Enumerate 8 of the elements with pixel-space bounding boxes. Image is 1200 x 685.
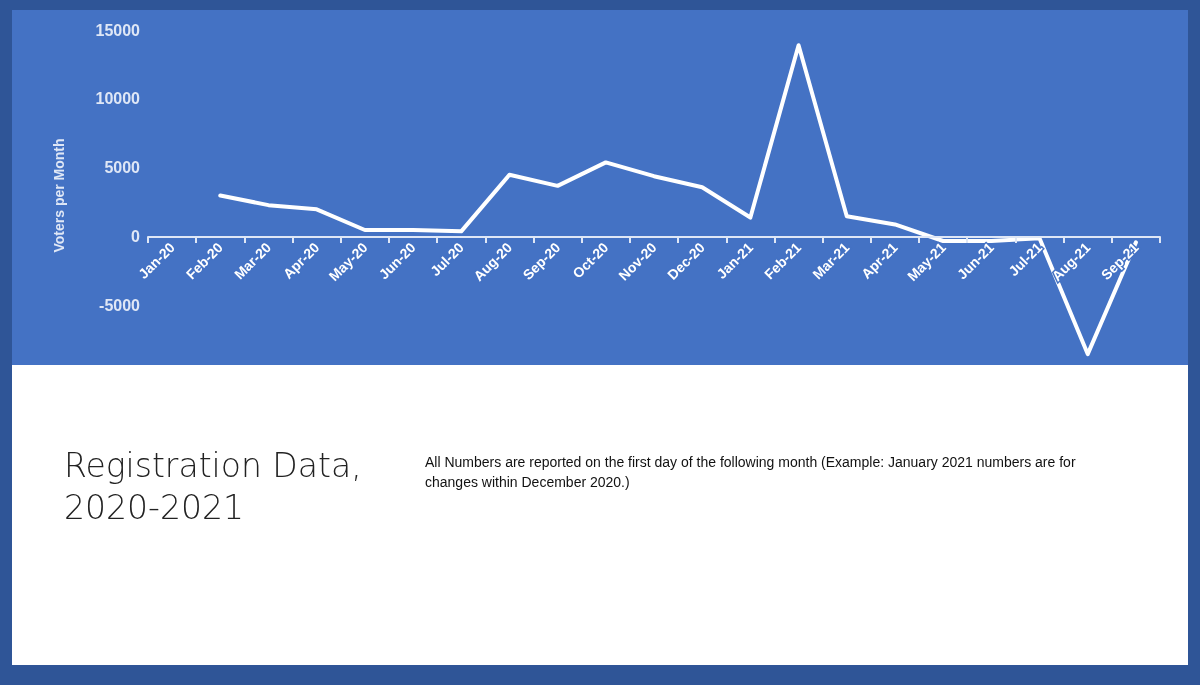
y-tick-label: 5000 xyxy=(104,159,141,177)
y-tick-label: 0 xyxy=(131,228,141,246)
y-tick-label: 15000 xyxy=(95,21,141,39)
y-tick-label: -5000 xyxy=(99,297,141,315)
y-tick-label: 10000 xyxy=(95,90,141,108)
text: All Numbers are reported on the first day of the following month (Example: January 2021 numbers are for changes within December 2020.) xyxy=(425,453,1077,492)
text: Registration Data, 2020-2021 xyxy=(64,445,363,529)
y-axis-title: Voters per Month xyxy=(51,138,67,253)
